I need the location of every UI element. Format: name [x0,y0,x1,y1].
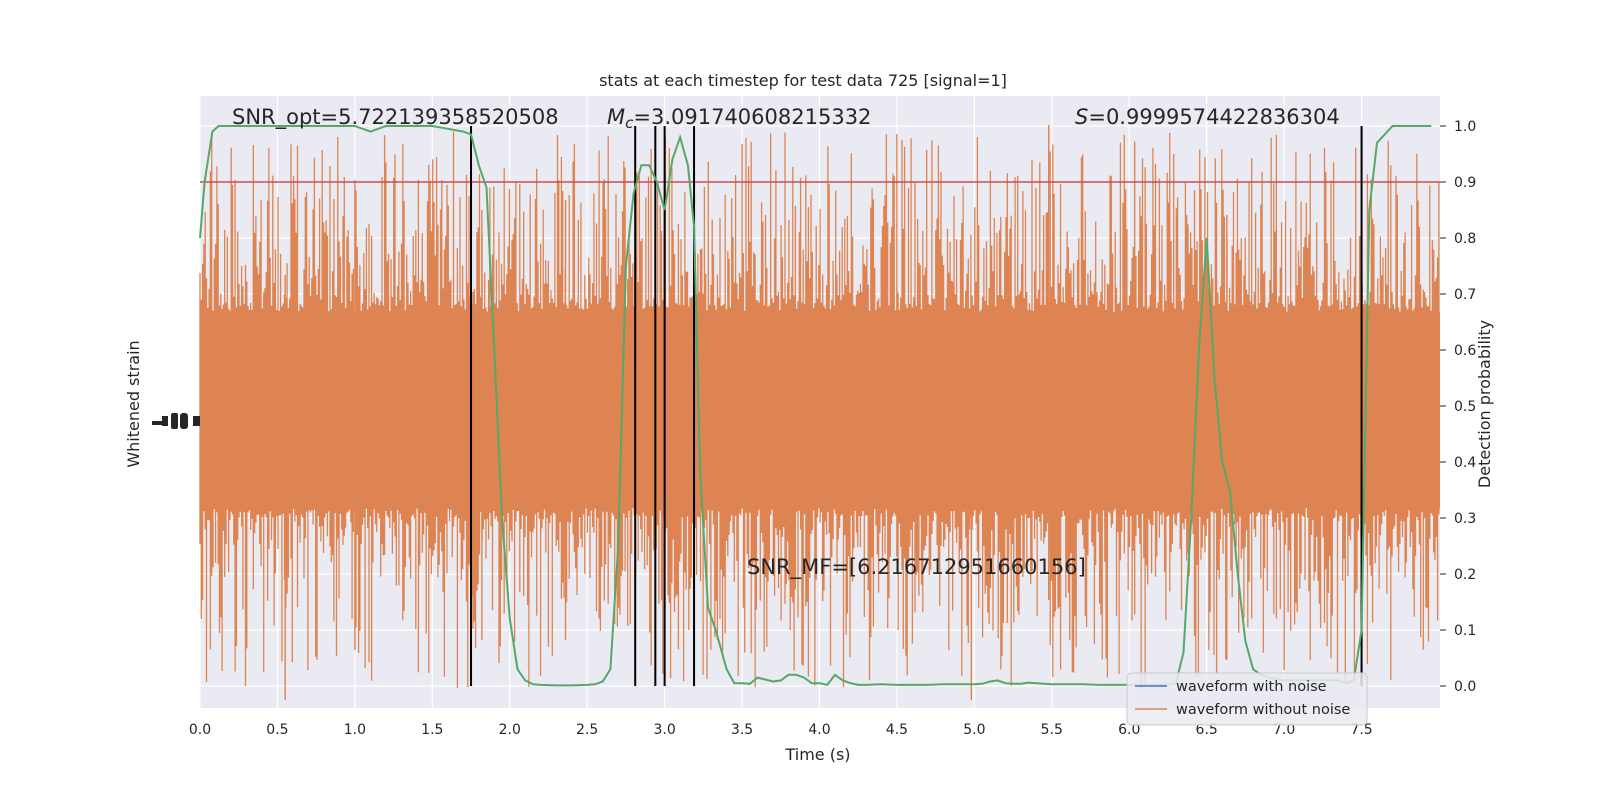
legend: waveform with noise waveform without noi… [1126,672,1368,726]
y-tick-label: 1.0 [1454,119,1476,135]
legend-label-with-noise: waveform with noise [1176,679,1327,695]
snr-opt-annotation: SNR_opt=5.722139358520508 [232,105,559,130]
vertical-markers [470,126,1363,686]
y-tick-label: 0.4 [1454,455,1476,471]
y-tick-label: 0.7 [1454,287,1476,303]
y-tick-label: 0.3 [1454,511,1476,527]
x-tick-label: 1.5 [421,722,443,738]
legend-label-without-noise: waveform without noise [1176,702,1350,718]
x-axis-title: Time (s) [784,745,850,764]
y-axis-right-title: Detection probability [1475,320,1494,488]
s-statistic-annotation: S=0.9999574422836304 [1075,105,1340,129]
x-tick-label: 0.5 [266,722,288,738]
strain-waveform [199,125,1440,700]
y-tick-label: 0.0 [1454,679,1476,695]
x-tick-label: 1.0 [344,722,366,738]
x-tick-label: 2.5 [576,722,598,738]
chart-title: stats at each timestep for test data 725… [599,71,1007,90]
y-tick-label: 0.9 [1454,175,1476,191]
x-tick-label: 6.5 [1196,722,1218,738]
x-tick-label: 2.0 [499,722,521,738]
x-tick-label: 5.5 [1041,722,1063,738]
y-tick-label: 0.6 [1454,343,1476,359]
x-tick-label: 7.0 [1273,722,1295,738]
x-tick-label: 3.5 [731,722,753,738]
x-tick-label: 0.0 [189,722,211,738]
y-tick-label: 0.5 [1454,399,1476,415]
y-tick-label: 0.2 [1454,567,1476,583]
x-tick-label: 6.0 [1118,722,1140,738]
probability-series [199,125,1432,687]
x-tick-label: 4.0 [808,722,830,738]
y-tick-label: 0.8 [1454,231,1476,247]
x-tick-label: 7.5 [1350,722,1372,738]
left-axis-ticks-cluster [152,413,200,429]
chirp-mass-annotation: Mc=3.091740608215332 [607,105,871,132]
y-tick-label: 0.1 [1454,623,1476,639]
x-axis-ticks: 0.0 0.5 1.0 1.5 2.0 2.5 3.0 3.5 4.0 4.5 5.0 5.5 6.0 6… [189,722,1373,738]
y-axis-right-ticks: 0.0 0.1 0.2 0.3 0.4 0.5 0.6 0.7 0.8 0.9 1.0 [1440,119,1476,695]
strain-spikes [199,131,1440,688]
x-tick-label: 5.0 [963,722,985,738]
x-tick-label: 3.0 [653,722,675,738]
snr-mf-annotation: SNR_MF=[6.216712951660156] [747,555,1086,580]
x-tick-label: 4.5 [886,722,908,738]
y-axis-left-title: Whitened strain [124,340,143,467]
probability-line [199,125,1432,687]
